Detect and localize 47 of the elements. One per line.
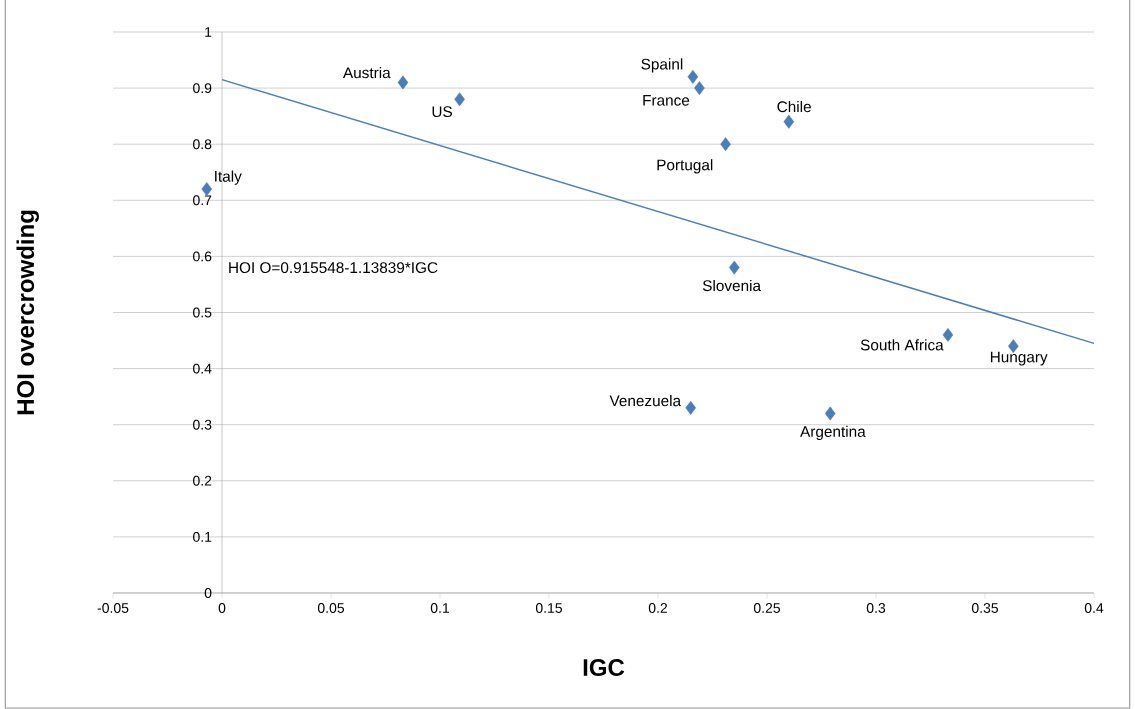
annotation: Chile [777,100,811,113]
point [720,137,731,152]
point [942,327,954,342]
y-tick-label: 0.9 [193,83,212,94]
annotation: HOI O=0.915548-1.13839*IGC [229,262,438,274]
annotation: US [432,106,452,118]
x-tick-label: 0 [218,603,226,613]
point [694,81,705,96]
x-tick-label: -0.05 [97,603,129,613]
x-tick-label: 0.15 [535,603,563,613]
x-tick-label: 0.2 [648,603,668,613]
annotation: Slovenia [702,279,762,292]
y-tick-label: 0 [204,588,212,598]
y-tick-label: 0.5 [193,307,212,318]
x-axis-title: IGC [583,659,625,677]
point [824,406,836,421]
y-tick-label: 1 [205,27,212,37]
annotation: Venezuela [609,395,682,407]
y-tick-label: 0.1 [193,531,212,542]
point [397,75,409,90]
annotation: South Africa [860,339,944,351]
y-tick-label: 0.3 [193,419,212,430]
y-tick-label: 0.4 [193,363,212,374]
x-tick-label: 0.35 [971,603,999,613]
annotation: France [643,95,690,106]
x-tick-label: 0.4 [1084,603,1104,613]
x-tick-label: 0.05 [317,603,345,613]
annotation: Italy [215,170,242,185]
annotation: Argentina [800,425,866,441]
annotation: Hungary [990,351,1048,366]
x-tick-label: 0.25 [753,603,781,613]
y-tick-label: 0.8 [193,139,212,150]
point [687,69,699,84]
annotation: Portugal [657,159,713,174]
point [454,92,465,107]
y-axis-title: HOI overcrowding [16,210,39,415]
point [201,182,213,196]
x-tick-label: 0.1 [430,603,450,613]
point [729,260,740,275]
x-tick-label: 0.3 [866,603,886,613]
y-tick-label: 0.6 [193,251,212,262]
y-tick-label: 0.2 [193,475,212,486]
point [783,114,795,129]
y-tick-label: 0.7 [193,195,212,206]
annotation: Austria [342,66,391,79]
point [685,400,696,415]
annotation: Spainl [641,58,683,73]
